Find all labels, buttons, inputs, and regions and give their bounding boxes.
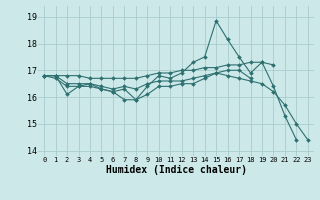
X-axis label: Humidex (Indice chaleur): Humidex (Indice chaleur) xyxy=(106,165,246,175)
